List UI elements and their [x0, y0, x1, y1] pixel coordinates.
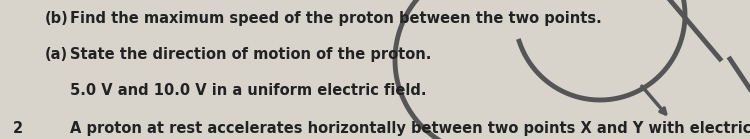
Text: Find the maximum speed of the proton between the two points.: Find the maximum speed of the proton bet…	[70, 11, 602, 26]
Text: (b): (b)	[45, 11, 69, 26]
Text: 2: 2	[13, 121, 22, 136]
Text: 5.0 V and 10.0 V in a uniform electric field.: 5.0 V and 10.0 V in a uniform electric f…	[70, 83, 426, 98]
Text: A proton at rest accelerates horizontally between two points X and Y with electr: A proton at rest accelerates horizontall…	[70, 121, 750, 136]
Text: State the direction of motion of the proton.: State the direction of motion of the pro…	[70, 47, 431, 62]
Text: (a): (a)	[45, 47, 68, 62]
